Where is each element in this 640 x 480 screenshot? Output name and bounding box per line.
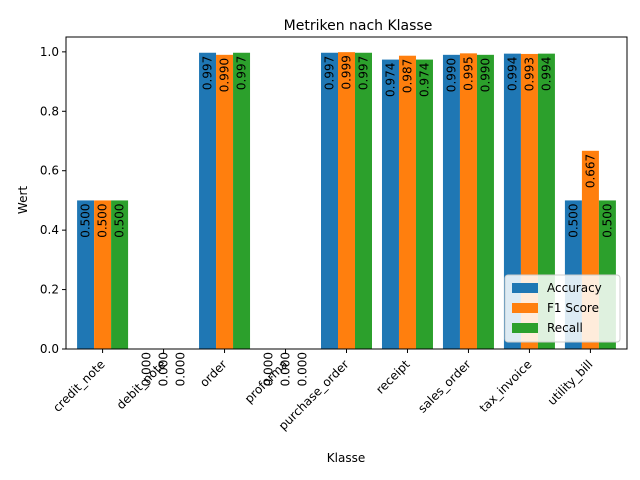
bar-value-label: 0.997: [201, 56, 215, 90]
bar-value-label: 0.974: [417, 63, 431, 97]
bar-purchase_order-f1-score: [338, 52, 355, 349]
bar-receipt-recall: [415, 59, 433, 349]
bar-order-accuracy: [199, 52, 217, 350]
x-tick-label: receipt: [373, 357, 413, 397]
bar-value-label: 0.000: [279, 352, 293, 386]
bar-order-recall: [233, 52, 251, 350]
x-tick-label: order: [197, 357, 230, 390]
bar-value-label: 0.667: [583, 154, 597, 188]
bar-receipt-accuracy: [381, 59, 399, 349]
bar-sales_order-f1-score: [459, 53, 477, 349]
bar-credit_note-accuracy: [77, 200, 95, 349]
bar-value-label: 0.000: [174, 352, 188, 386]
x-tick-label: sales_order: [415, 357, 473, 415]
bar-purchase_order-accuracy: [321, 52, 338, 350]
legend-entry-label: F1 Score: [547, 301, 599, 315]
x-tick-label: credit_note: [50, 357, 108, 415]
y-tick-label: 0.6: [40, 164, 59, 178]
legend-entry-label: Accuracy: [547, 281, 602, 295]
bar-value-label: 0.994: [505, 57, 519, 91]
bar-value-label: 0.997: [235, 56, 249, 90]
bar-credit_note-f1-score: [94, 200, 112, 349]
bar-value-label: 0.000: [157, 352, 171, 386]
bar-value-label: 0.994: [539, 57, 553, 91]
y-tick-label: 1.0: [40, 45, 59, 59]
legend: Accuracy F1 Score Recall: [504, 274, 621, 343]
bar-sales_order-recall: [476, 54, 494, 349]
bar-labels-layer: 0.500 0.000 0.997 0.000 0.997 0.974 0.990 0.994…: [79, 55, 615, 386]
legend-swatch: [512, 323, 538, 333]
legend-entry-label: Recall: [547, 321, 583, 335]
x-tick-label: tax_invoice: [477, 357, 535, 415]
bar-value-label: 0.000: [140, 352, 154, 386]
y-tick-label: 0.4: [40, 223, 59, 237]
bar-value-label: 0.000: [296, 352, 310, 386]
bar-value-label: 0.990: [478, 58, 492, 92]
y-tick-label: 0.8: [40, 104, 59, 118]
legend-swatch: [512, 303, 538, 313]
bar-value-label: 0.995: [461, 56, 475, 90]
legend-swatch: [512, 283, 538, 293]
bar-value-label: 0.997: [357, 56, 371, 90]
bar-value-label: 0.974: [383, 63, 397, 97]
bar-value-label: 0.500: [600, 203, 614, 237]
bar-value-label: 0.500: [96, 203, 110, 237]
x-axis-title: Klasse: [327, 451, 365, 465]
bar-sales_order-accuracy: [442, 54, 460, 349]
bar-value-label: 0.987: [400, 59, 414, 93]
chart-title: Metriken nach Klasse: [284, 18, 433, 34]
x-tick-label: utility_bill: [545, 357, 596, 408]
bar-order-f1-score: [216, 54, 234, 349]
y-axis-title: Wert: [16, 186, 30, 214]
bar-value-label: 0.500: [566, 203, 580, 237]
bar-value-label: 0.993: [522, 57, 536, 91]
bar-value-label: 0.997: [323, 56, 337, 90]
bar-receipt-f1-score: [398, 55, 416, 349]
y-tick-label: 0.2: [40, 283, 59, 297]
y-tick-label: 0.0: [40, 342, 59, 356]
bar-value-label: 0.500: [79, 203, 93, 237]
bar-credit_note-recall: [111, 200, 129, 349]
bar-value-label: 0.990: [218, 58, 232, 92]
bar-value-label: 0.999: [340, 55, 354, 89]
bar-purchase_order-recall: [355, 52, 372, 350]
bar-value-label: 0.000: [262, 352, 276, 386]
bar-value-label: 0.990: [444, 58, 458, 92]
bar-value-label: 0.500: [113, 203, 127, 237]
